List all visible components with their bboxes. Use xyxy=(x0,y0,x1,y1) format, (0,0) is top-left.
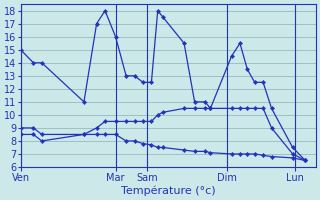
X-axis label: Température (°c): Température (°c) xyxy=(121,185,216,196)
